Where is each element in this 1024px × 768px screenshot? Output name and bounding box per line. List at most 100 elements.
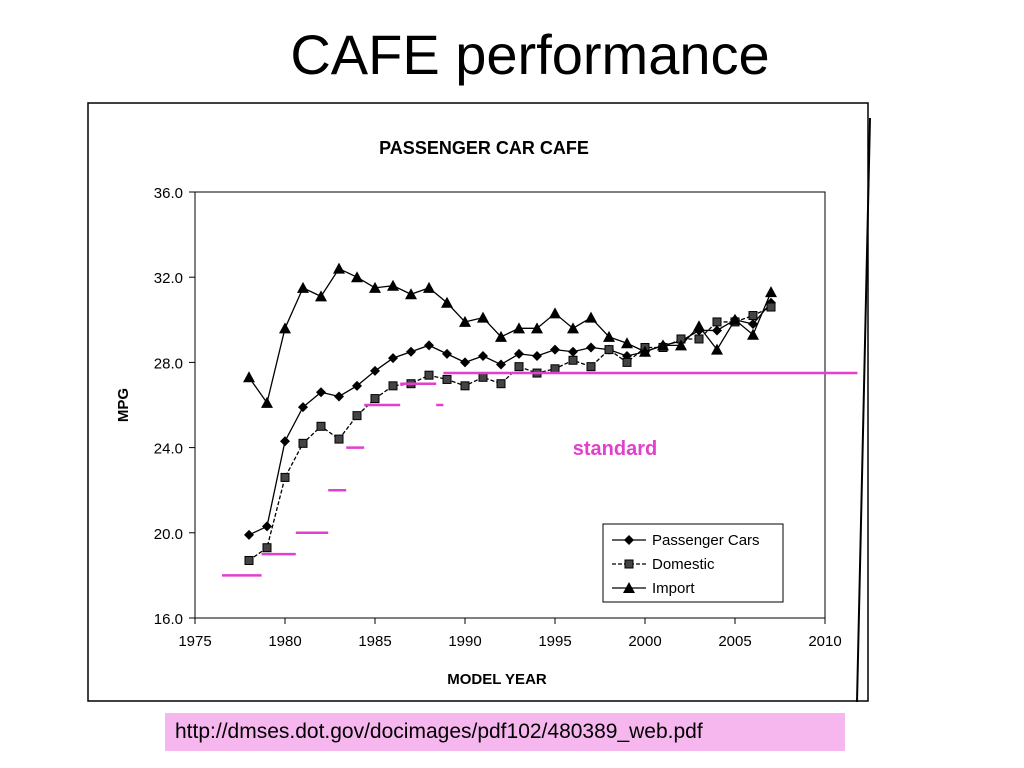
- x-tick-label: 1995: [538, 633, 571, 650]
- data-point: [657, 339, 669, 351]
- data-point: [712, 317, 722, 327]
- y-tick-label: 24.0: [154, 441, 183, 458]
- chart-title: PASSENGER CAR CAFE: [379, 138, 589, 158]
- plot-area: [194, 191, 826, 619]
- data-point: [279, 322, 291, 334]
- data-point: [315, 290, 327, 302]
- data-point: [459, 315, 471, 327]
- data-point: [748, 319, 758, 330]
- data-point: [514, 348, 524, 359]
- data-point: [496, 379, 506, 389]
- data-point: [298, 402, 308, 413]
- data-point: [765, 286, 777, 298]
- data-point: [442, 374, 452, 384]
- x-tick-label: 1985: [358, 633, 391, 650]
- data-point: [586, 342, 596, 353]
- data-point: [388, 353, 398, 364]
- data-point: [405, 288, 417, 300]
- data-point: [478, 372, 488, 382]
- x-tick-label: 2005: [718, 633, 751, 650]
- y-tick-label: 32.0: [154, 270, 183, 287]
- data-point: [406, 346, 416, 357]
- data-point: [694, 334, 704, 344]
- data-point: [460, 357, 470, 368]
- data-point: [603, 330, 615, 342]
- y-tick-label: 16.0: [154, 611, 183, 628]
- data-point: [604, 345, 614, 355]
- data-point: [514, 362, 524, 372]
- legend-entry: Passenger Cars: [652, 532, 760, 549]
- data-point: [477, 311, 489, 323]
- data-point: [316, 387, 326, 398]
- data-point: [370, 365, 380, 376]
- data-point: [693, 320, 705, 332]
- y-axis: 16.0 20.0 24.0 28.0 32.0 36.0: [154, 185, 195, 628]
- data-point: [262, 543, 272, 553]
- data-point: [622, 357, 632, 367]
- data-point: [297, 281, 309, 293]
- data-point: [387, 279, 399, 291]
- data-point: [550, 344, 560, 355]
- data-point: [496, 359, 506, 370]
- legend-entry: Domestic: [652, 556, 715, 573]
- data-point: [712, 325, 722, 336]
- data-point: [280, 472, 290, 482]
- data-point: [334, 391, 344, 402]
- data-point: [298, 438, 308, 448]
- data-point: [747, 328, 759, 340]
- data-point: [478, 351, 488, 362]
- standard-label: standard: [573, 438, 657, 460]
- data-point: [532, 351, 542, 362]
- legend-marker: [623, 582, 635, 593]
- data-point: [424, 370, 434, 380]
- data-point: [675, 339, 687, 351]
- data-point: [388, 381, 398, 391]
- y-axis-label: MPG: [115, 388, 132, 422]
- series-layer: [243, 262, 777, 565]
- standard-layer: [222, 371, 858, 577]
- data-point: [585, 311, 597, 323]
- data-point: [352, 380, 362, 391]
- data-point: [261, 396, 273, 408]
- data-point: [495, 330, 507, 342]
- cafe-chart: PASSENGER CAR CAFE 16.0 20.0 24.0 28.0 32.0 3…: [87, 102, 871, 703]
- data-point: [531, 322, 543, 334]
- data-point: [352, 411, 362, 421]
- data-point: [369, 281, 381, 293]
- data-point: [639, 345, 651, 357]
- data-point: [333, 262, 345, 274]
- legend: Passenger Cars Domestic Import: [602, 523, 784, 603]
- data-point: [370, 394, 380, 404]
- data-point: [513, 322, 525, 334]
- data-point: [766, 302, 776, 312]
- data-point: [351, 271, 363, 283]
- data-point: [711, 343, 723, 355]
- chart-frame-shadow-right: [856, 117, 871, 703]
- legend-entry: Import: [652, 580, 695, 597]
- data-point: [442, 348, 452, 359]
- source-url[interactable]: http://dmses.dot.gov/docimages/pdf102/48…: [165, 713, 845, 751]
- data-point: [549, 307, 561, 319]
- data-point: [460, 381, 470, 391]
- data-point: [621, 337, 633, 349]
- chart-frame: [87, 102, 869, 702]
- slide-title: CAFE performance: [290, 23, 770, 86]
- x-tick-label: 2010: [808, 633, 841, 650]
- data-point: [334, 434, 344, 444]
- x-tick-label: 1980: [268, 633, 301, 650]
- x-axis-label: MODEL YEAR: [447, 671, 547, 688]
- x-tick-label: 1975: [178, 633, 211, 650]
- data-point: [243, 371, 255, 383]
- y-tick-label: 20.0: [154, 526, 183, 543]
- x-tick-label: 1990: [448, 633, 481, 650]
- data-point: [262, 521, 272, 532]
- data-point: [729, 313, 741, 325]
- x-axis: 1975 1980 1985 1990 1995 2000 2005 2010: [178, 618, 842, 650]
- legend-marker: [624, 535, 634, 545]
- y-tick-label: 36.0: [154, 185, 183, 202]
- data-point: [568, 355, 578, 365]
- data-point: [244, 529, 254, 540]
- data-point: [423, 281, 435, 293]
- data-point: [568, 346, 578, 357]
- data-point: [424, 340, 434, 351]
